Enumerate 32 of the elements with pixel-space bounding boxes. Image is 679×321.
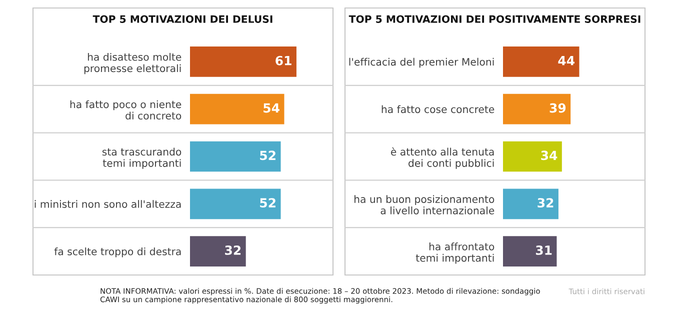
y-tick-label: ha fatto poco o niente di concreto (70, 100, 182, 120)
bar (503, 46, 580, 77)
y-tick-label: è attento alla tenuta dei conti pubblici (391, 147, 494, 169)
bar (503, 94, 571, 124)
y-tick-label: ha fatto cose concrete (382, 105, 494, 114)
y-tick-label: sta trascurando temi importanti (102, 148, 182, 169)
data-label: 34 (541, 150, 558, 160)
bar (190, 188, 281, 220)
chart-title: TOP 5 MOTIVAZIONI DEI POSITIVAMENTE SORPRESI (348, 15, 640, 23)
bar (190, 46, 296, 77)
y-tick-label: fa scelte troppo di destra (54, 247, 181, 258)
y-tick-label: l'efficacia del premier Meloni (349, 58, 494, 68)
data-label: 61 (276, 56, 292, 66)
bar (503, 236, 557, 266)
chart-title: TOP 5 MOTIVAZIONI DEI DELUSI (92, 15, 272, 23)
data-label: 39 (550, 103, 566, 113)
data-label: 31 (536, 245, 552, 255)
data-label: 54 (264, 103, 280, 113)
y-tick-label: ha un buon posizionamento a livello internazionale (354, 195, 494, 214)
data-label: 32 (225, 245, 241, 255)
data-label: 52 (260, 198, 276, 208)
data-label: 44 (558, 56, 574, 66)
y-tick-label: ha disatteso molte promesse elettorali (84, 52, 182, 74)
data-label: 32 (538, 198, 554, 208)
bar (503, 141, 562, 172)
bar (190, 94, 284, 124)
data-label: 52 (260, 150, 276, 160)
y-tick-label: i ministri non sono all'altezza (34, 200, 181, 208)
bar (190, 141, 281, 172)
bar (503, 188, 558, 220)
y-tick-label: ha affrontato temi importanti (416, 242, 494, 264)
bar (190, 236, 246, 266)
